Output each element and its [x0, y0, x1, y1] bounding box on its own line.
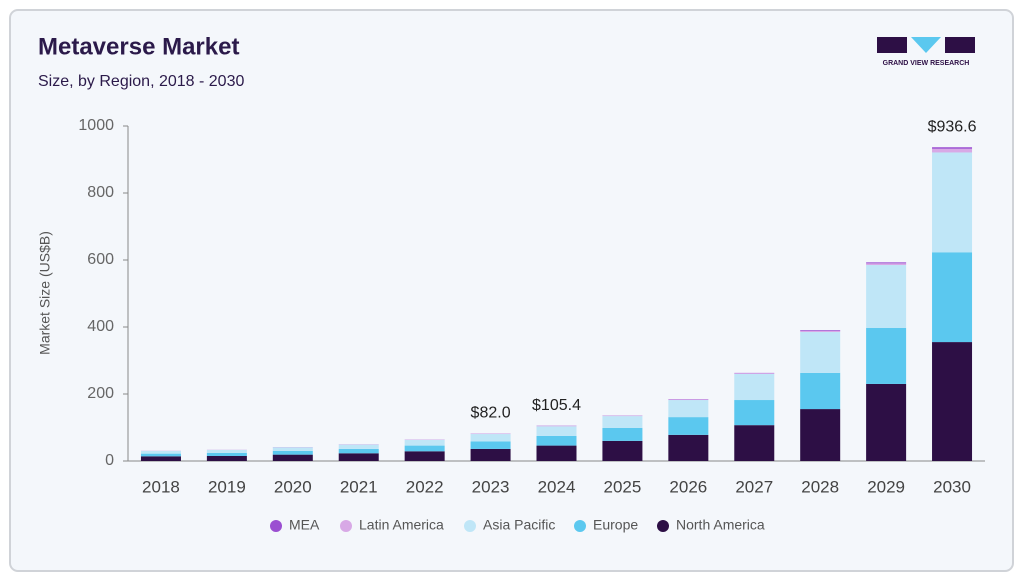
chart-subtitle: Size, by Region, 2018 - 2030: [38, 73, 244, 90]
bar-segment: [932, 342, 972, 461]
y-axis-label: Market Size (US$B): [37, 231, 53, 355]
bar-segment: [339, 449, 379, 453]
bar-segment: [537, 436, 577, 446]
legend-label: Europe: [593, 517, 638, 533]
bar-segment: [800, 409, 840, 461]
x-tick-label: 2022: [406, 477, 444, 496]
logo-block: [945, 37, 975, 53]
bar-segment: [141, 451, 181, 454]
x-tick-label: 2019: [208, 477, 246, 496]
bar-segment: [141, 456, 181, 461]
x-tick-label: 2020: [274, 477, 312, 496]
brand-logo: GRAND VIEW RESEARCH: [877, 37, 975, 67]
logo-block: [877, 37, 907, 53]
bar-segment: [866, 265, 906, 328]
bar-segment: [668, 435, 708, 461]
legend-label: Asia Pacific: [483, 517, 555, 533]
x-tick-label: 2026: [669, 477, 707, 496]
bar-segment: [273, 447, 313, 451]
bar-segment: [602, 441, 642, 461]
x-tick-label: 2029: [867, 477, 905, 496]
bar-segment: [207, 450, 247, 453]
bar-segment: [800, 330, 840, 331]
x-tick-label: 2028: [801, 477, 839, 496]
total-label: $82.0: [471, 405, 511, 422]
bar-segment: [471, 449, 511, 461]
bar-segment: [405, 451, 445, 461]
bar-segment: [668, 400, 708, 401]
total-label: $936.6: [928, 118, 977, 135]
bar-segment: [537, 446, 577, 461]
bar-segment: [602, 416, 642, 428]
bar-segment: [734, 373, 774, 374]
x-tick-label: 2018: [142, 477, 180, 496]
x-tick-label: 2023: [472, 477, 510, 496]
y-tick-label: 800: [87, 184, 114, 201]
legend-label: Latin America: [359, 517, 444, 533]
bar-segment: [471, 441, 511, 449]
bar-segment: [734, 400, 774, 425]
x-tick-label: 2027: [735, 477, 773, 496]
bar-segment: [866, 262, 906, 263]
legend-label: North America: [676, 517, 765, 533]
bar-segment: [800, 373, 840, 409]
bar-segment: [537, 426, 577, 436]
bar-segment: [668, 417, 708, 435]
x-tick-label: 2024: [538, 477, 576, 496]
bar-segment: [273, 455, 313, 461]
bar-segment: [932, 152, 972, 252]
brand-name: GRAND VIEW RESEARCH: [883, 60, 970, 67]
bar-segment: [800, 331, 840, 332]
bar-segment: [734, 374, 774, 400]
y-tick-label: 1000: [78, 117, 114, 134]
legend-marker: [340, 520, 352, 532]
legend-label: MEA: [289, 517, 320, 533]
bar-segment: [866, 384, 906, 461]
bar-segment: [932, 147, 972, 149]
bar-segment: [866, 328, 906, 384]
bar-segment: [471, 434, 511, 441]
bar-segment: [668, 400, 708, 417]
bar-segment: [339, 445, 379, 449]
bar-segment: [602, 428, 642, 441]
y-tick-label: 600: [87, 251, 114, 268]
bar-segment: [207, 456, 247, 461]
bar-segment: [273, 451, 313, 455]
bar-segment: [932, 149, 972, 153]
y-tick-label: 400: [87, 318, 114, 335]
bar-segment: [339, 453, 379, 461]
x-tick-label: 2025: [604, 477, 642, 496]
bar-segment: [405, 446, 445, 452]
bar-segment: [734, 425, 774, 461]
bar-segment: [866, 263, 906, 265]
y-tick-label: 200: [87, 385, 114, 402]
chart-title: Metaverse Market: [38, 33, 239, 60]
x-tick-label: 2030: [933, 477, 971, 496]
bar-segment: [932, 252, 972, 342]
legend-marker: [574, 520, 586, 532]
legend-marker: [270, 520, 282, 532]
bar-segment: [800, 332, 840, 373]
bar-segment: [141, 454, 181, 457]
x-tick-label: 2021: [340, 477, 378, 496]
bar-segment: [405, 440, 445, 446]
y-tick-label: 0: [105, 452, 114, 469]
bar-segment: [207, 453, 247, 456]
legend-marker: [657, 520, 669, 532]
legend-marker: [464, 520, 476, 532]
total-label: $105.4: [532, 397, 581, 414]
